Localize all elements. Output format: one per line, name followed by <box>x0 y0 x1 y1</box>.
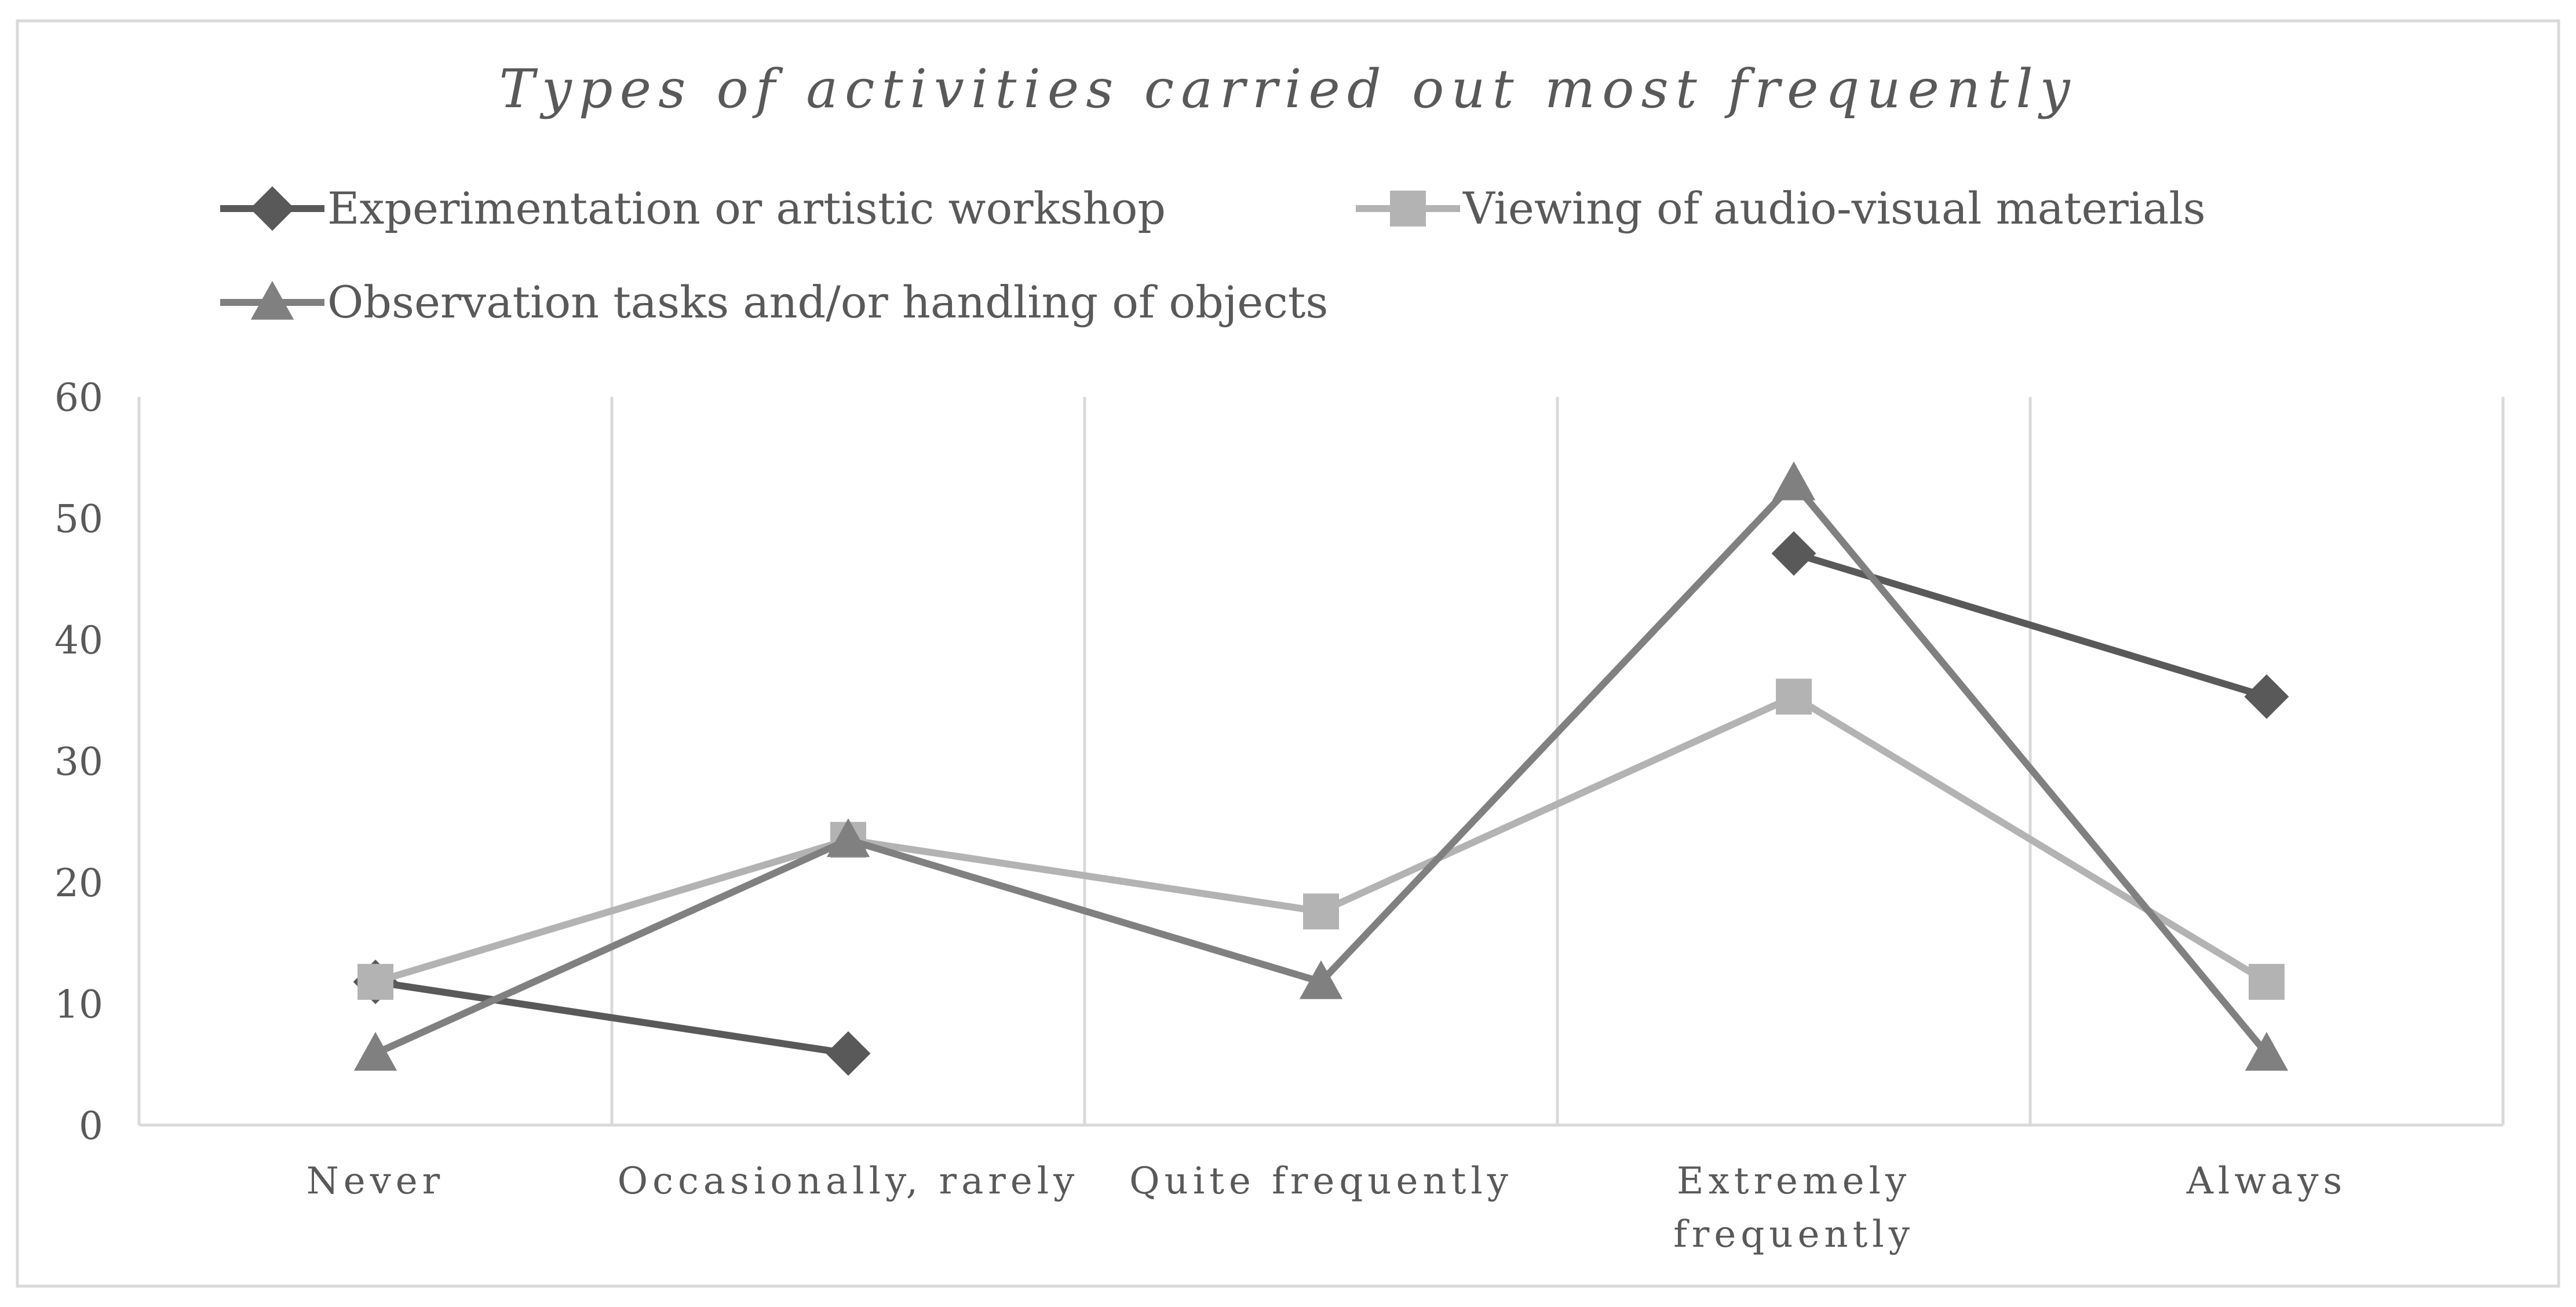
y-tick-label: 40 <box>54 618 103 663</box>
data-point-triangle <box>353 1032 397 1071</box>
data-point-square <box>357 963 393 1000</box>
x-tick-label: Always <box>2186 1160 2347 1203</box>
legend-label: Viewing of audio-visual materials <box>1462 182 2206 234</box>
y-tick-label: 50 <box>54 497 103 542</box>
data-point-diamond <box>1771 531 1816 576</box>
y-tick-label: 60 <box>54 375 103 420</box>
legend-item: Viewing of audio-visual materials <box>1356 182 2206 234</box>
legend: Experimentation or artistic workshop View… <box>220 182 2206 328</box>
legend-marker-diamond <box>250 186 295 231</box>
data-point-square <box>1776 678 1812 715</box>
data-point-diamond <box>2244 674 2289 719</box>
legend-label: Observation tasks and/or handling of obj… <box>327 276 1328 328</box>
series-group <box>353 461 2289 1076</box>
axes: 0 10 20 30 40 50 60 Never Occasionally, rarely Qu… <box>54 375 2503 1256</box>
gridlines <box>137 397 2505 1125</box>
data-point-triangle <box>2245 1032 2289 1071</box>
x-tick-label: Never <box>307 1160 445 1203</box>
series-3 <box>353 461 2289 1071</box>
x-tick-label: Occasionally, rarely <box>618 1160 1079 1203</box>
series-2 <box>357 678 2285 1000</box>
data-point-triangle <box>826 818 870 857</box>
y-tick-label: 0 <box>79 1104 103 1148</box>
data-point-square <box>2249 963 2285 1000</box>
data-point-triangle <box>1772 461 1816 501</box>
data-point-square <box>1303 893 1339 930</box>
legend-label: Experimentation or artistic workshop <box>327 182 1166 234</box>
chart-title: Types of activities carried out most fre… <box>499 58 2077 120</box>
legend-item: Observation tasks and/or handling of obj… <box>220 276 1328 328</box>
data-point-diamond <box>826 1031 871 1076</box>
series-line <box>372 978 852 1057</box>
data-point-triangle <box>1299 960 1343 999</box>
x-tick-label: Quite frequently <box>1129 1160 1513 1203</box>
y-tick-label: 20 <box>54 861 103 906</box>
legend-item: Experimentation or artistic workshop <box>220 182 1166 234</box>
legend-marker-square <box>1390 191 1426 227</box>
y-tick-label: 30 <box>54 740 103 784</box>
x-tick-label: Extremely frequently <box>1673 1160 1914 1256</box>
y-tick-label: 10 <box>54 983 103 1027</box>
legend-marker-triangle <box>250 280 294 320</box>
